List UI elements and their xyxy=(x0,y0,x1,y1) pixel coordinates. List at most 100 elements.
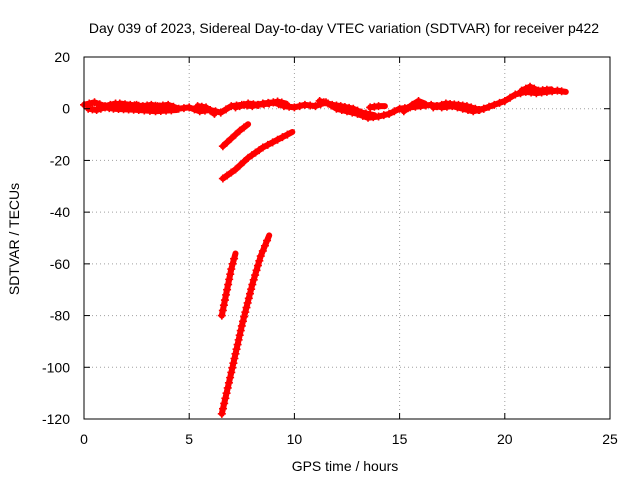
data-point xyxy=(495,98,504,107)
data-point xyxy=(345,103,354,112)
plot-border xyxy=(83,56,611,420)
x-tick-label: 20 xyxy=(497,431,513,447)
data-point xyxy=(517,86,526,95)
chart-title: Day 039 of 2023, Sidereal Day-to-day VTE… xyxy=(89,20,599,36)
tick-labels: 0 5 10 15 20 25 20 0 -20 -40 -60 -80 -100 -120 xyxy=(42,49,618,447)
data-point xyxy=(557,87,566,96)
data-point xyxy=(217,409,226,418)
data-point xyxy=(219,301,228,310)
data-point xyxy=(471,104,480,113)
data-point xyxy=(218,142,227,151)
series-blob-i xyxy=(517,82,555,95)
data-point xyxy=(244,294,253,303)
y-tick-label: -40 xyxy=(50,204,70,220)
data-point xyxy=(399,107,408,116)
series-steep-rise-4 xyxy=(217,232,273,418)
data-point xyxy=(414,96,423,105)
data-point xyxy=(224,280,233,289)
x-tick-label: 0 xyxy=(80,431,88,447)
data-point xyxy=(273,135,282,144)
data-point xyxy=(218,174,227,183)
data-point xyxy=(353,106,362,115)
data-point xyxy=(223,383,232,392)
series-blob-c xyxy=(193,102,219,118)
data-point xyxy=(379,111,388,120)
data-point xyxy=(475,106,484,115)
data-point xyxy=(437,100,446,109)
data-point xyxy=(239,123,248,132)
data-point xyxy=(236,326,245,335)
data-point xyxy=(222,290,231,299)
data-point xyxy=(269,98,278,107)
data-point xyxy=(268,138,277,147)
data-point xyxy=(260,241,269,250)
data-point xyxy=(357,108,366,117)
data-point xyxy=(147,100,156,109)
data-point xyxy=(408,100,417,109)
data-point xyxy=(227,168,236,177)
data-point xyxy=(218,306,227,315)
data-point xyxy=(542,85,551,94)
x-tick-label: 10 xyxy=(287,431,303,447)
y-tick-label: 0 xyxy=(62,101,70,117)
data-point xyxy=(237,321,246,330)
data-point xyxy=(255,256,264,265)
data-point xyxy=(263,140,272,149)
data-point xyxy=(263,236,272,245)
data-point xyxy=(479,104,488,113)
data-point xyxy=(202,103,211,112)
data-series xyxy=(80,82,569,418)
y-tick-label: -20 xyxy=(50,152,70,168)
data-point xyxy=(223,171,232,180)
data-point xyxy=(231,349,240,358)
data-point xyxy=(226,270,235,279)
data-point xyxy=(239,157,248,166)
data-point xyxy=(319,98,328,107)
series-blob-b xyxy=(84,103,180,116)
data-point xyxy=(253,261,262,270)
data-point xyxy=(221,394,230,403)
data-point xyxy=(185,103,194,112)
data-point xyxy=(256,252,265,261)
y-tick-label: 20 xyxy=(54,49,70,65)
data-point xyxy=(374,102,383,111)
data-point xyxy=(220,399,229,408)
data-point xyxy=(242,303,251,312)
data-point xyxy=(230,254,239,263)
data-point xyxy=(249,275,258,284)
data-point xyxy=(521,84,530,93)
data-point xyxy=(429,103,438,112)
data-point xyxy=(361,109,370,118)
data-point xyxy=(96,104,105,113)
data-point xyxy=(228,259,237,268)
data-point xyxy=(490,100,499,109)
data-point xyxy=(231,130,240,139)
data-point xyxy=(238,317,247,326)
data-point xyxy=(433,102,442,111)
data-point xyxy=(90,98,99,107)
series-blob-f xyxy=(366,102,388,112)
data-point xyxy=(404,104,413,113)
data-point xyxy=(336,102,345,111)
data-point xyxy=(92,106,101,115)
data-point xyxy=(462,102,471,111)
series-blob-h xyxy=(429,99,491,115)
data-point xyxy=(227,265,236,274)
data-point xyxy=(207,107,216,116)
data-point xyxy=(258,143,267,152)
data-point xyxy=(243,298,252,307)
data-point xyxy=(283,130,292,139)
data-point xyxy=(235,331,244,340)
data-point xyxy=(222,389,231,398)
data-point xyxy=(235,161,244,170)
data-point xyxy=(228,363,237,372)
data-point xyxy=(233,340,242,349)
data-point xyxy=(526,82,535,91)
y-axis-label: SDTVAR / TECUs xyxy=(6,183,22,295)
data-point xyxy=(227,368,236,377)
x-tick-label: 5 xyxy=(185,431,193,447)
data-point xyxy=(230,354,239,363)
data-point xyxy=(224,378,233,387)
